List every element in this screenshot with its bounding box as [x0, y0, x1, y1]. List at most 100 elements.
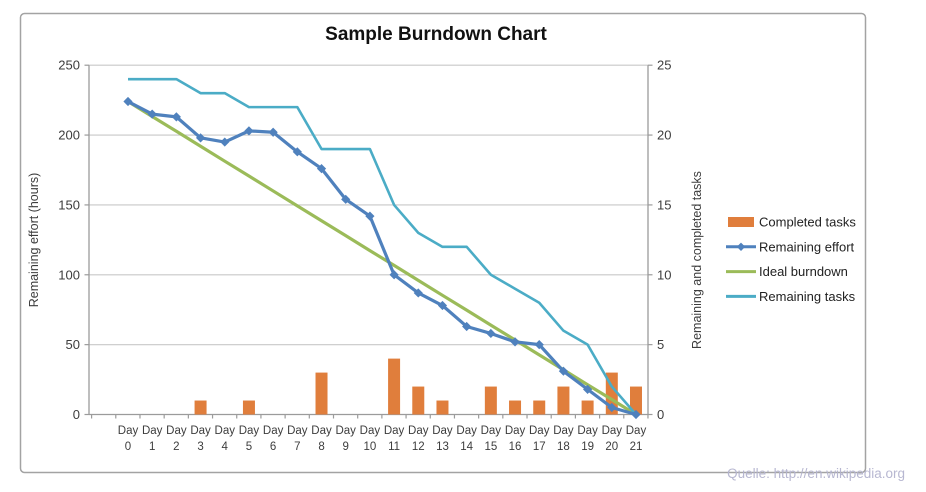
x-tick-label: Day: [602, 425, 623, 437]
y-tick-label-left: 150: [58, 197, 80, 212]
marker-remaining-effort: [534, 340, 544, 350]
marker-remaining-effort: [631, 409, 641, 420]
marker-remaining-effort: [220, 137, 230, 147]
legend-item: Remaining tasks: [726, 289, 856, 304]
x-tick-label: Day: [626, 425, 647, 437]
x-axis-labels: Day 0 Day 1 Day 2 Day 3 Day 4 Day 5 Day 6 Day 7 Day 8 Day 9…: [118, 425, 647, 453]
line-ideal-burndown: [127, 100, 637, 416]
bar-completed-tasks: [388, 358, 401, 415]
marker-remaining-effort: [607, 402, 617, 413]
x-tick-label: Day: [190, 425, 211, 437]
marker-remaining-effort: [244, 126, 254, 136]
x-tick-label: 3: [197, 441, 203, 453]
bar-completed-tasks: [509, 400, 522, 415]
x-tick-label: 9: [343, 441, 349, 453]
line-remaining-tasks: [128, 77, 637, 416]
series-remaining-tasks: [128, 77, 637, 416]
x-tick-label: 4: [222, 441, 229, 453]
bar-completed-tasks: [412, 386, 425, 415]
marker-remaining-effort: [316, 163, 327, 174]
y-tick-label-left: 0: [73, 407, 80, 422]
marker-remaining-effort: [583, 384, 593, 394]
x-tick-label: 12: [412, 441, 425, 453]
x-tick-label: Day: [529, 425, 550, 437]
x-tick-label: Day: [118, 425, 139, 437]
legend-label: Remaining effort: [759, 239, 855, 254]
bar-completed-tasks: [315, 372, 328, 415]
x-tick-label: Day: [287, 425, 308, 437]
left-axis-tick-labels: 0 50 100 150 200 250: [58, 58, 80, 422]
x-tick-label: 16: [509, 441, 522, 453]
marker-remaining-effort: [147, 109, 157, 119]
legend: Completed tasks Remaining effort Ideal bur…: [726, 215, 856, 304]
x-tick-label: 6: [270, 441, 276, 453]
marker-remaining-effort: [341, 194, 351, 204]
marker-remaining-effort: [413, 288, 423, 298]
marker-remaining-effort: [437, 300, 448, 311]
x-tick-label: Day: [456, 425, 477, 437]
bar-completed-tasks: [581, 400, 594, 415]
bar-completed-tasks: [533, 400, 546, 415]
x-tick-label: Day: [432, 425, 453, 437]
x-tick-label: Day: [408, 425, 429, 437]
marker-remaining-effort: [510, 337, 520, 347]
axes: [84, 64, 653, 419]
marker-remaining-effort: [171, 112, 181, 122]
x-tick-label: 5: [246, 441, 252, 453]
x-tick-label: Day: [384, 425, 405, 437]
y-tick-label-right: 10: [657, 267, 671, 282]
x-tick-label: 19: [581, 441, 594, 453]
legend-item: Remaining effort: [726, 239, 855, 254]
x-tick-label: 10: [364, 441, 377, 453]
marker-remaining-effort: [195, 133, 206, 143]
marker-remaining-effort: [558, 366, 569, 376]
marker-remaining-effort: [462, 321, 472, 332]
x-tick-label: 18: [557, 441, 570, 453]
marker-remaining-effort: [292, 147, 302, 157]
bar-completed-tasks: [629, 386, 642, 415]
x-tick-label: 20: [605, 441, 618, 453]
x-tick-label: Day: [481, 425, 502, 437]
y-tick-label-right: 15: [657, 197, 671, 212]
x-tick-label: 11: [388, 441, 400, 453]
x-tick-label: 7: [294, 441, 300, 453]
line-remaining-effort: [127, 100, 637, 417]
y-tick-label-right: 20: [657, 128, 671, 143]
y-tick-label-left: 50: [66, 337, 80, 352]
x-tick-label: Day: [311, 425, 332, 437]
series-ideal-burndown: [127, 100, 637, 416]
x-tick-label: 15: [484, 441, 497, 453]
x-tick-label: Day: [553, 425, 574, 437]
bar-completed-tasks: [242, 400, 255, 415]
chart-frame: [19, 12, 867, 474]
x-tick-label: 8: [318, 441, 324, 453]
x-tick-label: Day: [263, 425, 284, 437]
x-tick-label: 2: [173, 441, 179, 453]
left-axis-title: Remaining effort (hours): [27, 173, 41, 308]
y-tick-label-right: 0: [657, 407, 664, 422]
x-tick-label: Day: [215, 425, 236, 437]
marker-remaining-effort: [365, 211, 375, 221]
x-tick-label: 17: [533, 441, 546, 453]
x-tick-label: 13: [436, 441, 449, 453]
y-tick-label-left: 250: [58, 58, 80, 73]
legend-swatch-bar: [728, 217, 754, 227]
bar-completed-tasks: [484, 386, 497, 415]
marker-remaining-effort: [486, 328, 496, 339]
x-tick-label: Day: [360, 425, 381, 437]
x-tick-label: Day: [142, 425, 163, 437]
bar-completed-tasks: [557, 386, 570, 415]
y-tick-label-left: 200: [58, 128, 80, 143]
legend-label: Ideal burndown: [759, 264, 848, 279]
marker-remaining-effort: [268, 127, 278, 137]
marker-remaining-effort: [123, 96, 133, 107]
y-tick-label-right: 5: [657, 337, 664, 352]
y-tick-label-left: 100: [58, 267, 80, 282]
right-axis-title: Remaining and completed tasks: [690, 171, 704, 349]
watermark: Quelle: http://en.wikipedia.org: [727, 466, 905, 481]
x-tick-label: 14: [460, 441, 473, 453]
legend-item: Ideal burndown: [726, 264, 848, 279]
x-tick-label: Day: [335, 425, 356, 437]
